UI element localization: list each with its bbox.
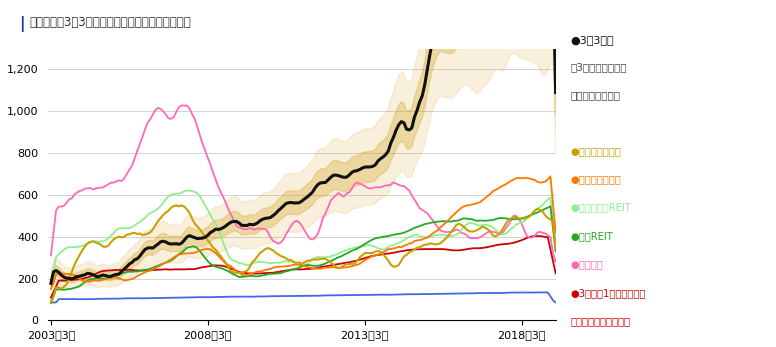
Text: （3倍バランス）の: （3倍バランス）の [570,62,627,73]
Text: シミュレーション: シミュレーション [570,90,620,100]
Text: |: | [19,16,25,32]
Text: ●日本株式: ●日本株式 [570,260,603,270]
Text: ●3倍3分法: ●3倍3分法 [570,35,614,45]
Text: 各資産と「3倍3分法」のシミュレーションの推移: 各資産と「3倍3分法」のシミュレーションの推移 [29,16,191,28]
Text: ●海外先進国株式: ●海外先進国株式 [570,174,621,184]
Text: ●3分法（1倍バランス）: ●3分法（1倍バランス） [570,288,646,298]
Text: ●海外先進国REIT: ●海外先進国REIT [570,203,631,213]
Text: ●日本REIT: ●日本REIT [570,231,613,241]
Text: ●海外新興国株式: ●海外新興国株式 [570,146,621,156]
Text: ●世界国債: ●世界国債 [570,345,603,347]
Text: のシミュレーション: のシミュレーション [570,316,630,327]
